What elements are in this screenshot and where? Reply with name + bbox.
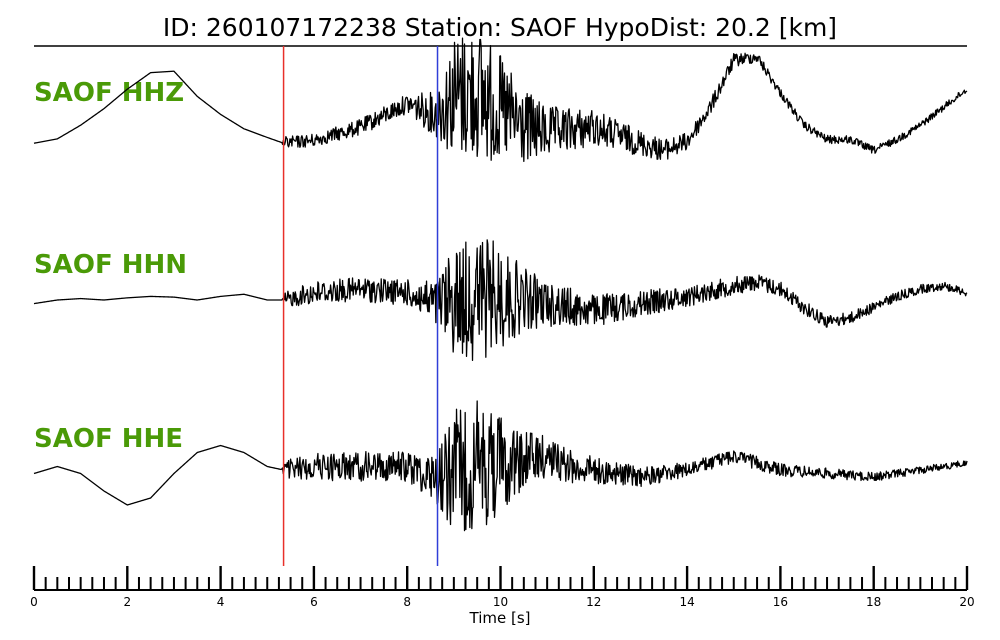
tick-label: 0 [30, 595, 38, 609]
tick-label: 4 [217, 595, 225, 609]
channel-label: SAOF HHN [34, 250, 187, 280]
channel-label: SAOF HHZ [34, 78, 184, 108]
tick-label: 10 [493, 595, 508, 609]
trace-group: SAOF HHZ SAOF HHN SAOF HHE [33, 37, 968, 532]
tick-label: 12 [586, 595, 601, 609]
tick-label: 16 [773, 595, 788, 609]
tick-label: 18 [866, 595, 881, 609]
trace-saof-hhe [33, 400, 968, 532]
x-axis-label: Time [s] [469, 609, 531, 627]
trace-saof-hhz [33, 37, 968, 162]
tick-label: 20 [959, 595, 974, 609]
trace-saof-hhn [33, 239, 968, 361]
phase-picks [282, 46, 439, 566]
figure-title: ID: 260107172238 Station: SAOF HypoDist:… [163, 13, 837, 42]
tick-label: 14 [679, 595, 694, 609]
channel-label: SAOF HHE [34, 424, 183, 454]
tick-label: 6 [310, 595, 318, 609]
tick-label: 2 [123, 595, 131, 609]
time-axis: 0 2 4 6 8 10 12 14 16 18 20 [30, 566, 975, 609]
tick-label: 8 [403, 595, 411, 609]
